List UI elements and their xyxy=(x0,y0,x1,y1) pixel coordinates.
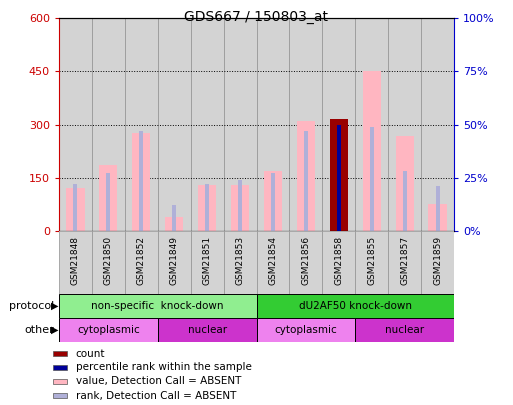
Bar xyxy=(337,124,341,231)
Bar xyxy=(53,351,67,356)
Bar xyxy=(322,231,355,294)
Bar xyxy=(256,18,289,231)
Text: other: other xyxy=(24,325,54,335)
Bar xyxy=(388,231,421,294)
Bar xyxy=(73,184,77,231)
Text: nuclear: nuclear xyxy=(188,325,227,335)
Text: value, Detection Call = ABSENT: value, Detection Call = ABSENT xyxy=(76,376,241,386)
Bar xyxy=(125,18,157,231)
Bar xyxy=(289,18,322,231)
Bar xyxy=(224,18,256,231)
Bar xyxy=(322,18,355,231)
Bar xyxy=(289,231,322,294)
Bar xyxy=(92,231,125,294)
Bar xyxy=(140,131,143,231)
Text: protocol: protocol xyxy=(9,301,54,311)
Bar xyxy=(403,171,407,231)
Text: GSM21856: GSM21856 xyxy=(301,236,310,285)
Bar xyxy=(355,318,454,342)
Bar xyxy=(59,318,158,342)
Bar xyxy=(53,379,67,384)
Bar xyxy=(157,18,191,231)
Text: GSM21859: GSM21859 xyxy=(433,236,442,285)
Text: GSM21850: GSM21850 xyxy=(104,236,113,285)
Bar xyxy=(125,231,158,294)
Text: count: count xyxy=(76,349,105,358)
Text: GSM21857: GSM21857 xyxy=(400,236,409,285)
Bar xyxy=(421,18,454,231)
Bar xyxy=(363,71,381,231)
Text: cytoplasmic: cytoplasmic xyxy=(77,325,140,335)
Bar xyxy=(59,294,256,318)
Bar xyxy=(256,231,289,294)
Text: GSM21849: GSM21849 xyxy=(170,236,179,285)
Bar xyxy=(53,365,67,370)
Bar xyxy=(59,231,92,294)
Bar xyxy=(132,133,150,231)
Bar xyxy=(191,18,224,231)
Text: cytoplasmic: cytoplasmic xyxy=(274,325,337,335)
Text: non-specific  knock-down: non-specific knock-down xyxy=(91,301,224,311)
Text: dU2AF50 knock-down: dU2AF50 knock-down xyxy=(299,301,412,311)
Bar xyxy=(59,18,92,231)
Text: GSM21855: GSM21855 xyxy=(367,236,376,285)
Bar xyxy=(231,185,249,231)
Text: nuclear: nuclear xyxy=(385,325,424,335)
Bar xyxy=(396,136,413,231)
Bar xyxy=(388,18,421,231)
Bar xyxy=(66,188,85,231)
Bar xyxy=(355,231,388,294)
Text: GDS667 / 150803_at: GDS667 / 150803_at xyxy=(185,10,328,24)
Bar xyxy=(172,205,176,231)
Bar xyxy=(355,18,388,231)
Bar xyxy=(165,217,183,231)
Text: GSM21851: GSM21851 xyxy=(203,236,212,285)
Bar xyxy=(330,119,348,231)
Bar xyxy=(436,186,440,231)
Bar xyxy=(191,231,224,294)
Text: ▶: ▶ xyxy=(51,301,58,311)
Bar xyxy=(264,171,282,231)
Bar xyxy=(238,180,242,231)
Text: GSM21854: GSM21854 xyxy=(268,236,278,285)
Text: ▶: ▶ xyxy=(51,325,58,335)
Bar xyxy=(224,231,256,294)
Bar xyxy=(370,127,373,231)
Bar xyxy=(106,173,110,231)
Bar xyxy=(53,393,67,398)
Bar xyxy=(158,231,191,294)
Bar xyxy=(297,121,315,231)
Bar xyxy=(428,204,447,231)
Text: GSM21848: GSM21848 xyxy=(71,236,80,285)
Bar xyxy=(158,318,256,342)
Bar xyxy=(421,231,454,294)
Bar xyxy=(205,184,209,231)
Bar xyxy=(304,131,308,231)
Text: GSM21858: GSM21858 xyxy=(334,236,343,285)
Bar xyxy=(256,294,454,318)
Bar xyxy=(92,18,125,231)
Bar xyxy=(271,173,275,231)
Text: rank, Detection Call = ABSENT: rank, Detection Call = ABSENT xyxy=(76,390,236,401)
Bar xyxy=(198,185,216,231)
Text: percentile rank within the sample: percentile rank within the sample xyxy=(76,362,251,372)
Bar xyxy=(100,165,117,231)
Bar xyxy=(256,318,355,342)
Text: GSM21852: GSM21852 xyxy=(137,236,146,285)
Text: GSM21853: GSM21853 xyxy=(235,236,245,285)
